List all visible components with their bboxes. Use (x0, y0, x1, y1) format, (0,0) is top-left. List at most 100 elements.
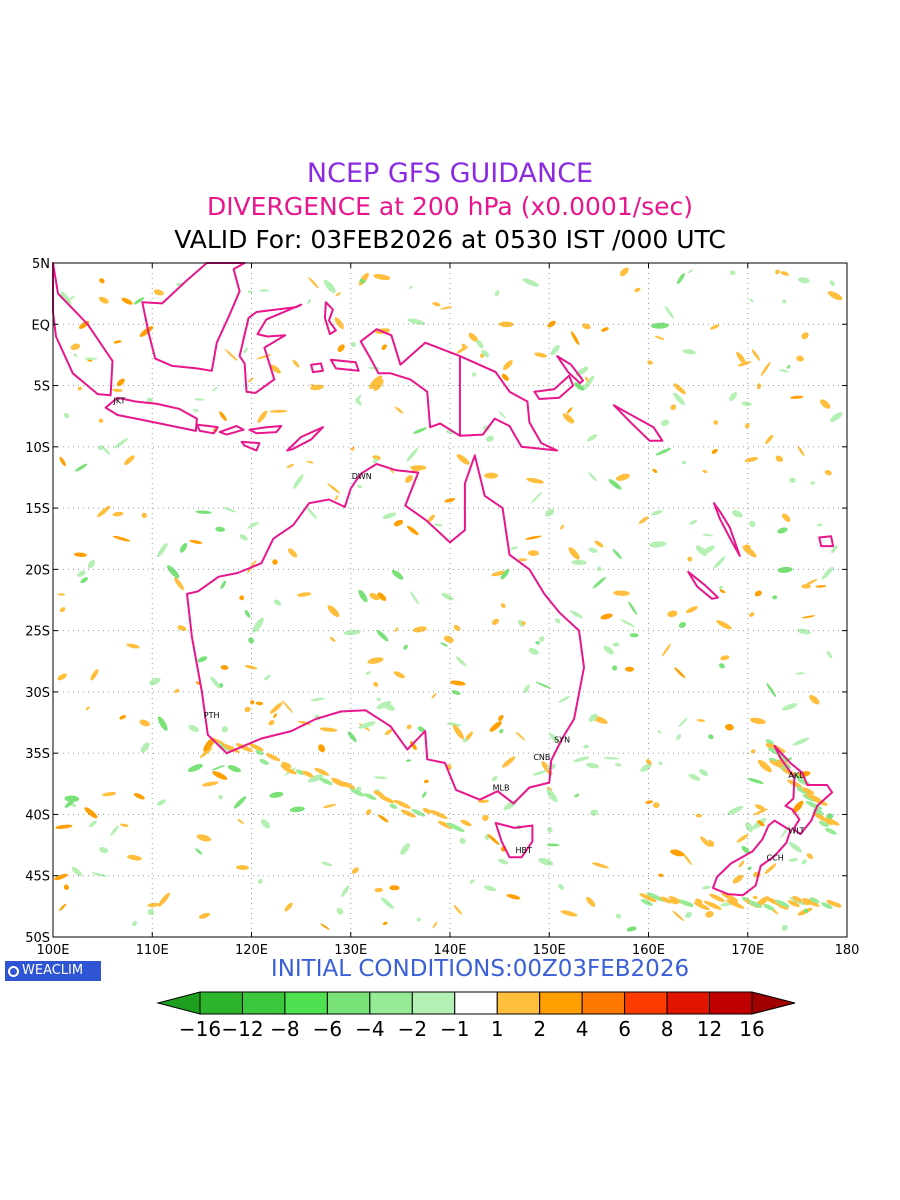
divergence-cell (319, 777, 333, 786)
divergence-cell (127, 854, 142, 861)
divergence-cell (406, 724, 412, 730)
divergence-cell (787, 900, 800, 907)
divergence-cell (356, 484, 363, 488)
divergence-cell (797, 446, 805, 457)
divergence-cell (757, 820, 765, 827)
divergence-cell (789, 477, 796, 484)
divergence-cell (711, 448, 718, 454)
divergence-cell (752, 895, 758, 900)
divergence-cell (710, 324, 720, 330)
divergence-cell (670, 898, 679, 905)
divergence-cell (203, 737, 215, 752)
divergence-cell (248, 377, 254, 383)
divergence-cell (624, 666, 635, 672)
divergence-cell (751, 349, 761, 361)
divergence-cell (335, 292, 341, 297)
divergence-cell (518, 558, 528, 562)
divergence-cell (422, 808, 432, 814)
divergence-cell (620, 619, 635, 628)
divergence-cell (471, 372, 477, 377)
divergence-cell (652, 468, 658, 473)
lat-tick-label: 40S (25, 808, 50, 823)
divergence-cell (423, 779, 429, 784)
divergence-cell (98, 445, 104, 451)
divergence-cell (195, 510, 212, 514)
divergence-cell (801, 584, 812, 589)
divergence-cell (69, 295, 75, 300)
divergence-cell (365, 671, 371, 675)
divergence-cell (749, 298, 754, 303)
divergence-cell (382, 921, 388, 926)
divergence-cell (701, 885, 712, 890)
divergence-cell (660, 419, 670, 427)
divergence-cell (796, 355, 804, 362)
divergence-cell (747, 866, 752, 871)
divergence-cell (601, 327, 609, 332)
divergence-cell (355, 394, 362, 404)
divergence-cell (792, 896, 803, 903)
divergence-cell (634, 287, 641, 293)
divergence-cell (70, 803, 77, 808)
divergence-cell (393, 671, 405, 679)
divergence-cell (661, 643, 672, 657)
divergence-cell (121, 297, 133, 305)
divergence-cell (538, 636, 545, 643)
city-label-wlt: WLT (788, 826, 804, 835)
divergence-cell (368, 366, 381, 370)
divergence-cell (816, 523, 823, 527)
divergence-cell (112, 388, 123, 392)
divergence-cell (331, 779, 347, 787)
lat-tick-label: EQ (32, 318, 50, 333)
lon-tick-label: 160E (632, 943, 665, 958)
divergence-cell (583, 744, 590, 749)
lat-tick-label: 50S (25, 931, 50, 946)
divergence-cell (437, 820, 453, 829)
divergence-cell (432, 302, 441, 307)
divergence-cell (259, 758, 269, 765)
divergence-cell (112, 535, 131, 542)
divergence-cell (365, 809, 372, 816)
divergence-cell (774, 899, 790, 908)
divergence-cell (293, 474, 304, 489)
divergence-cell (689, 519, 698, 525)
divergence-cell (247, 290, 253, 294)
divergence-cell (736, 834, 749, 843)
lat-tick-label: 30S (25, 686, 50, 701)
lat-tick-label: 45S (25, 870, 50, 885)
divergence-cell (571, 559, 587, 566)
divergence-cell (156, 543, 168, 558)
divergence-cell (71, 866, 83, 877)
divergence-cell (308, 277, 319, 289)
divergence-cell (235, 743, 253, 753)
divergence-cell (422, 791, 427, 798)
divergence-cell (678, 717, 688, 728)
divergence-cell (573, 756, 590, 763)
divergence-cell (406, 447, 419, 462)
divergence-cell (358, 272, 369, 286)
divergence-cell (99, 278, 105, 284)
divergence-cell (500, 568, 510, 580)
divergence-cell (149, 677, 161, 686)
divergence-cell (830, 412, 843, 422)
divergence-cell (73, 552, 87, 557)
divergence-cell (670, 849, 685, 857)
divergence-cell (732, 874, 744, 884)
divergence-cell (60, 291, 72, 306)
divergence-cell (747, 778, 764, 784)
divergence-cell (775, 455, 784, 462)
divergence-cell (613, 590, 630, 596)
divergence-cell (803, 908, 809, 913)
divergence-cell (259, 289, 270, 292)
divergence-cell (147, 902, 160, 908)
divergence-cell (174, 577, 185, 591)
divergence-cell (676, 273, 685, 285)
halmahera-coastline (323, 301, 337, 336)
divergence-cell (719, 589, 726, 594)
divergence-cell (87, 559, 96, 569)
divergence-cell (405, 759, 412, 762)
divergence-cell (709, 893, 725, 903)
divergence-cell (97, 505, 111, 518)
divergence-cell (535, 681, 552, 689)
divergence-cell (307, 299, 311, 304)
divergence-cell (720, 655, 730, 661)
